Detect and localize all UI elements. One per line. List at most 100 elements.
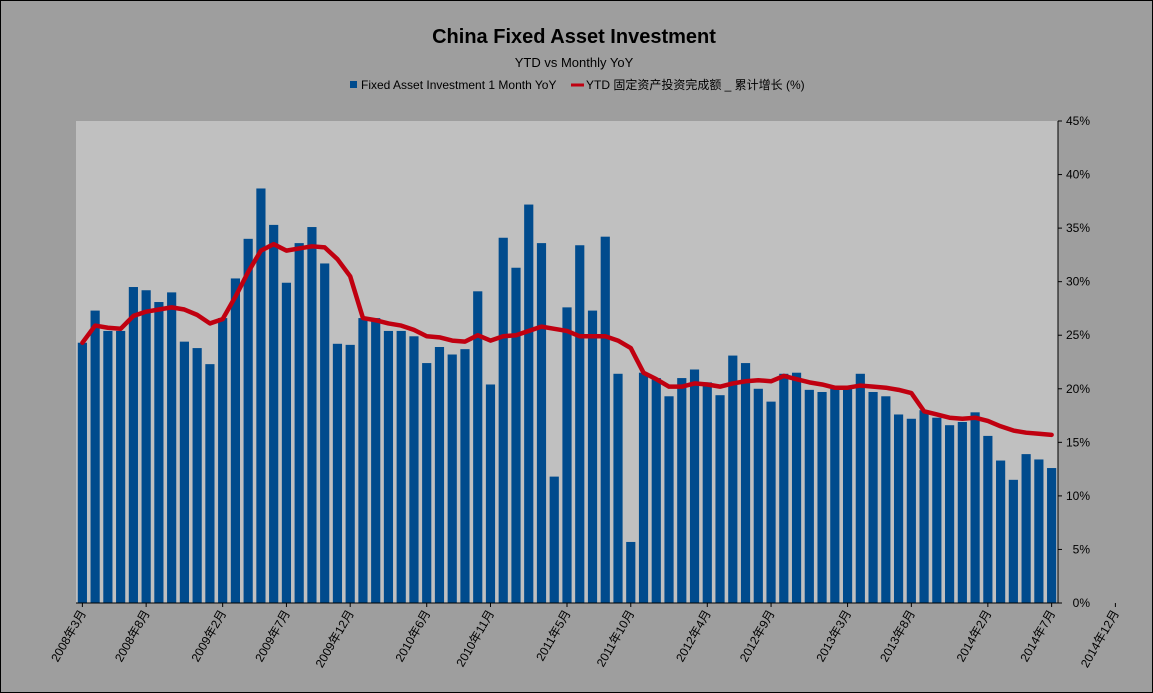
x-tick-label-15: 2014年12月 bbox=[1078, 608, 1122, 670]
bar-6 bbox=[154, 302, 164, 603]
ytd-line bbox=[80, 241, 1054, 438]
bar-70 bbox=[970, 412, 980, 603]
bar-68 bbox=[945, 425, 955, 603]
y-tick-label-1: 5% bbox=[1073, 542, 1091, 556]
bar-0 bbox=[77, 342, 87, 603]
x-tick-label-5: 2010年6月 bbox=[393, 608, 434, 665]
bar-75 bbox=[1034, 459, 1044, 603]
y-tick-label-6: 30% bbox=[1066, 275, 1090, 289]
y-tick-label-8: 40% bbox=[1066, 168, 1090, 182]
bar-2 bbox=[103, 330, 113, 603]
bar-23 bbox=[371, 318, 381, 603]
bar-47 bbox=[677, 378, 687, 603]
bar-31 bbox=[473, 291, 483, 603]
bar-51 bbox=[728, 355, 738, 603]
bar-50 bbox=[715, 395, 725, 603]
bar-74 bbox=[1021, 454, 1031, 603]
x-tick-label-11: 2013年3月 bbox=[813, 608, 854, 665]
bar-series bbox=[77, 188, 1057, 604]
bar-17 bbox=[294, 243, 304, 604]
bar-5 bbox=[141, 290, 151, 603]
bar-71 bbox=[983, 435, 993, 603]
x-tick-label-12: 2013年8月 bbox=[877, 608, 918, 665]
legend: Fixed Asset Investment 1 Month YoY YTD 固… bbox=[350, 77, 805, 92]
legend-bar-swatch bbox=[350, 81, 357, 88]
y-tick-label-0: 0% bbox=[1073, 596, 1091, 610]
y-tick-label-7: 35% bbox=[1066, 221, 1090, 235]
y-tick-label-3: 15% bbox=[1066, 435, 1090, 449]
bar-40 bbox=[587, 310, 598, 603]
bar-39 bbox=[575, 245, 585, 603]
bar-53 bbox=[753, 388, 763, 603]
bar-4 bbox=[128, 287, 138, 603]
bar-46 bbox=[664, 396, 674, 603]
bar-10 bbox=[205, 364, 215, 603]
bar-48 bbox=[689, 369, 700, 603]
bar-25 bbox=[396, 330, 406, 603]
bar-8 bbox=[179, 341, 189, 603]
bar-21 bbox=[345, 344, 355, 603]
bar-54 bbox=[766, 401, 776, 603]
bar-61 bbox=[855, 373, 865, 603]
legend-line-label: YTD 固定资产投资完成额 _ 累计增长 (%) bbox=[586, 77, 805, 92]
bar-63 bbox=[881, 396, 891, 603]
bar-66 bbox=[919, 410, 929, 603]
bar-65 bbox=[906, 418, 916, 603]
bar-22 bbox=[358, 318, 368, 603]
bar-7 bbox=[167, 292, 177, 603]
x-tick-label-14: 2014年7月 bbox=[1017, 608, 1058, 665]
bar-57 bbox=[804, 389, 814, 603]
bar-44 bbox=[638, 372, 649, 603]
bar-32 bbox=[485, 384, 496, 603]
x-tick-label-2: 2009年2月 bbox=[188, 608, 229, 665]
bar-56 bbox=[791, 372, 802, 603]
x-tick-label-9: 2012年4月 bbox=[673, 608, 714, 665]
bar-72 bbox=[996, 460, 1006, 603]
bar-18 bbox=[307, 227, 317, 604]
y-tick-label-2: 10% bbox=[1066, 489, 1090, 503]
bar-26 bbox=[409, 336, 419, 603]
bar-45 bbox=[651, 378, 661, 603]
x-tick-label-10: 2012年9月 bbox=[737, 608, 778, 665]
bar-34 bbox=[511, 267, 521, 603]
bar-76 bbox=[1047, 468, 1057, 603]
bar-9 bbox=[192, 348, 202, 603]
x-tick-label-4: 2009年12月 bbox=[313, 608, 357, 670]
bar-38 bbox=[562, 307, 572, 603]
chart-title: China Fixed Asset Investment bbox=[432, 26, 716, 48]
bar-73 bbox=[1008, 479, 1018, 603]
bar-13 bbox=[243, 238, 253, 603]
bar-64 bbox=[893, 414, 904, 603]
bar-69 bbox=[957, 421, 967, 603]
bar-24 bbox=[383, 330, 394, 603]
bar-37 bbox=[549, 476, 559, 603]
bar-62 bbox=[868, 391, 878, 603]
bar-15 bbox=[269, 224, 279, 603]
bar-33 bbox=[498, 237, 508, 603]
bar-55 bbox=[779, 373, 789, 603]
bar-28 bbox=[434, 347, 445, 603]
line-series bbox=[80, 241, 1054, 438]
bar-43 bbox=[626, 541, 636, 603]
bar-11 bbox=[218, 318, 228, 603]
bar-42 bbox=[613, 373, 623, 603]
bar-14 bbox=[256, 188, 266, 604]
bar-3 bbox=[116, 330, 126, 603]
x-tick-label-6: 2010年11月 bbox=[453, 608, 497, 670]
bar-59 bbox=[830, 388, 840, 603]
bar-1 bbox=[90, 310, 100, 603]
bar-30 bbox=[460, 349, 470, 603]
x-tick-label-13: 2014年2月 bbox=[954, 608, 995, 665]
y-axis: 0% 5% 10% 15% 20% 25% 30% 35% 40% 45% bbox=[1057, 114, 1091, 610]
bar-41 bbox=[600, 236, 610, 603]
x-tick-label-8: 2011年10月 bbox=[594, 608, 638, 670]
x-axis: 2008年3月 2008年8月 2009年2月 2009年7月 2009年12月 2010… bbox=[48, 602, 1122, 670]
bar-19 bbox=[320, 263, 330, 603]
x-tick-label-0: 2008年3月 bbox=[48, 608, 89, 665]
y-tick-label-5: 25% bbox=[1066, 328, 1090, 342]
y-tick-label-4: 20% bbox=[1066, 382, 1090, 396]
bar-35 bbox=[524, 204, 534, 604]
bar-52 bbox=[740, 363, 751, 603]
